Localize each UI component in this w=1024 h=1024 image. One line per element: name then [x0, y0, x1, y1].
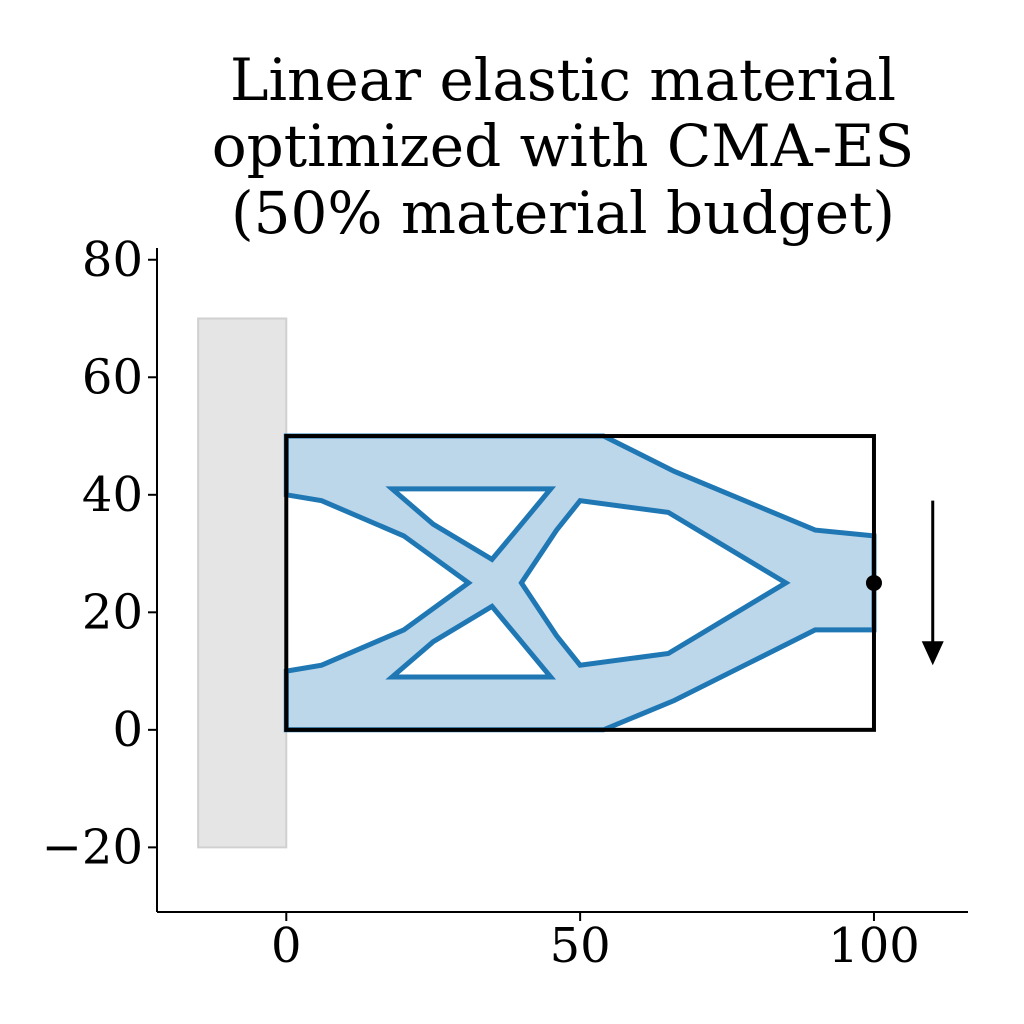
y-tick-label-1: 0 — [112, 702, 143, 758]
optimized-material-region — [283, 433, 877, 733]
x-tick-label-2: 100 — [828, 918, 920, 974]
title-line-3: (50% material budget) — [231, 179, 895, 247]
y-tick-label-0: −20 — [42, 819, 143, 875]
x-axis-ticks: 0 50 100 — [271, 912, 920, 974]
y-tick-label-5: 80 — [82, 232, 143, 288]
fixed-wall-support — [197, 317, 288, 849]
y-tick-label-4: 60 — [82, 349, 143, 405]
title-line-1: Linear elastic material — [230, 46, 896, 114]
y-axis-ticks: −20 0 20 40 60 80 — [42, 232, 157, 875]
title-line-2: optimized with CMA-ES — [212, 112, 915, 180]
load-arrow-head — [921, 641, 944, 666]
x-tick-label-0: 0 — [271, 918, 302, 974]
chart-title: Linear elastic material optimized with C… — [212, 46, 915, 247]
y-tick-label-2: 20 — [82, 584, 143, 640]
load-point-marker — [865, 574, 882, 591]
x-tick-label-1: 50 — [550, 918, 611, 974]
y-tick-label-3: 40 — [82, 467, 143, 523]
